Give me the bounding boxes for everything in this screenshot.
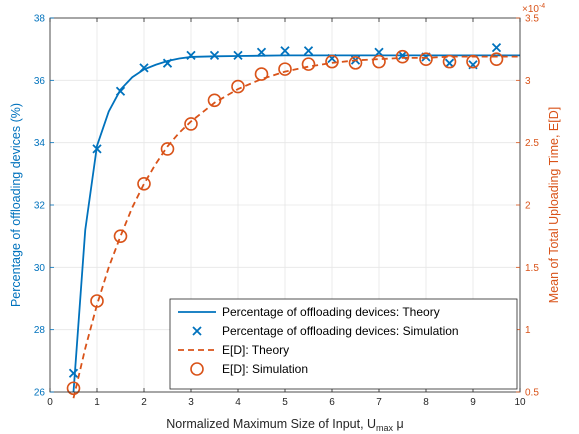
data-point-circle <box>348 56 363 70</box>
data-point-circle <box>489 52 504 66</box>
x-tick-label: 4 <box>235 397 241 408</box>
data-point-x <box>92 144 102 154</box>
y-right-exponent: ×10-4 <box>522 3 545 15</box>
data-point-circle <box>254 67 269 81</box>
x-tick-label: 9 <box>470 397 476 408</box>
ticks: 0 1 2 3 4 5 6 7 8 9 10262830323436380.511.522.533.… <box>34 14 539 409</box>
data-point-x <box>115 86 126 96</box>
series-1 <box>68 42 502 378</box>
y-right-axis-title: Mean of Total Uploading Time, E[D] <box>547 107 561 303</box>
data-point-circle <box>278 62 292 76</box>
legend-label: E[D]: Theory <box>222 343 289 357</box>
x-tick-label: 5 <box>282 397 288 408</box>
legend-label: Percentage of offloading devices: Theory <box>222 305 440 319</box>
x-tick-label: 1 <box>94 397 100 408</box>
y-right-tick-label: 1.5 <box>525 263 539 274</box>
y-left-tick-label: 30 <box>34 263 46 274</box>
data-point-circle <box>207 93 222 108</box>
series-3 <box>66 49 504 396</box>
x-tick-label: 3 <box>188 397 194 408</box>
series-layer <box>66 42 520 399</box>
y-left-tick-label: 28 <box>34 325 46 336</box>
data-point-x <box>491 42 502 53</box>
y-left-tick-label: 38 <box>34 14 46 25</box>
y-right-tick-label: 2.5 <box>525 138 539 149</box>
y-left-tick-label: 34 <box>34 138 46 149</box>
legend-box <box>169 298 518 390</box>
data-point-circle <box>372 54 386 69</box>
series-2 <box>72 55 520 399</box>
x-axis-title: Normalized Maximum Size of Input, Umax μ <box>166 417 404 433</box>
y-right-tick-label: 0.5 <box>525 388 539 399</box>
data-point-circle <box>113 229 128 243</box>
legend-label: E[D]: Simulation <box>222 362 308 376</box>
data-point-circle <box>466 54 480 69</box>
data-point-x <box>233 50 243 61</box>
data-point-x <box>303 46 314 56</box>
data-point-circle <box>66 381 81 396</box>
legend-swatch-circle <box>190 362 204 376</box>
x-tick-label: 0 <box>47 397 53 408</box>
y-left-tick-label: 32 <box>34 201 46 212</box>
legend: Percentage of offloading devices: Theory… <box>169 298 518 390</box>
data-point-x <box>68 368 79 378</box>
data-point-x <box>209 50 220 61</box>
x-tick-label: 7 <box>376 397 382 408</box>
data-point-circle <box>395 49 410 64</box>
data-point-x <box>186 50 196 61</box>
data-point-circle <box>184 117 198 131</box>
y-left-axis-title: Percentage of offloading devices (%) <box>9 103 23 307</box>
data-point-circle <box>160 142 175 156</box>
data-point-x <box>256 47 267 57</box>
data-point-x <box>280 46 290 56</box>
data-point-circle <box>90 294 104 308</box>
data-point-x <box>444 58 455 68</box>
data-point-circle <box>325 54 339 69</box>
x-tick-label: 2 <box>141 397 147 408</box>
y-right-tick-label: 3.5 <box>525 14 539 25</box>
x-tick-label: 8 <box>423 397 429 408</box>
y-left-tick-label: 36 <box>34 76 46 87</box>
legend-label: Percentage of offloading devices: Simula… <box>222 324 459 338</box>
y-left-tick-label: 26 <box>34 388 46 399</box>
data-point-circle <box>301 57 316 71</box>
y-right-tick-label: 2 <box>525 201 531 212</box>
y-right-tick-label: 1 <box>525 325 531 336</box>
series-line <box>72 55 520 399</box>
data-point-x <box>139 63 149 73</box>
data-point-circle <box>231 79 245 94</box>
y-right-tick-label: 3 <box>525 76 531 87</box>
data-point-circle <box>442 54 457 69</box>
data-point-x <box>162 58 173 68</box>
data-point-x <box>374 47 384 57</box>
x-tick-label: 10 <box>514 397 526 408</box>
data-point-circle <box>137 177 151 191</box>
legend-swatch-x <box>192 326 202 336</box>
x-tick-label: 6 <box>329 397 335 408</box>
data-point-circle <box>419 52 433 66</box>
